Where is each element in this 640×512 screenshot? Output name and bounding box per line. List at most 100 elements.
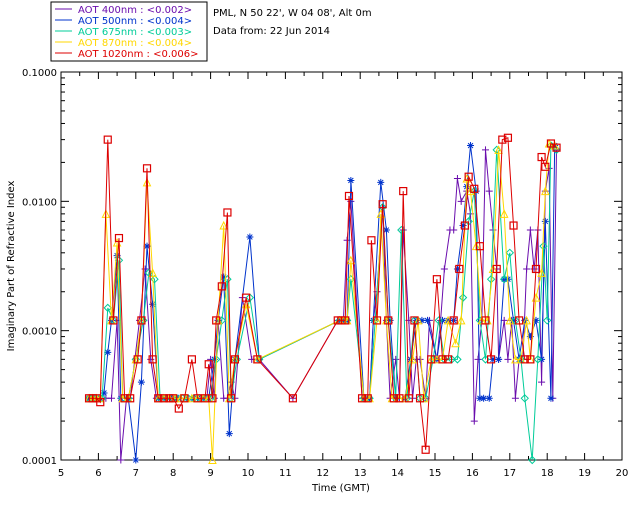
data-point <box>341 316 350 325</box>
data-point <box>538 378 546 386</box>
data-point <box>443 355 453 364</box>
data-point <box>466 186 475 196</box>
data-point <box>499 209 509 218</box>
data-point <box>481 316 490 325</box>
x-tick-label: 16 <box>466 468 479 479</box>
data-point <box>174 404 183 413</box>
legend-box <box>50 1 208 62</box>
data-point <box>505 248 515 258</box>
data-point <box>434 316 443 325</box>
x-tick-label: 7 <box>133 468 139 479</box>
data-point <box>546 139 556 148</box>
data-point <box>451 338 460 348</box>
data-point <box>510 316 518 324</box>
data-point <box>416 355 424 363</box>
y-axis-label: Imaginary Part of Refractive Index <box>6 181 17 352</box>
data-point <box>440 265 448 273</box>
x-tick-label: 8 <box>170 468 176 479</box>
data-point <box>458 293 468 302</box>
data-point <box>460 221 470 230</box>
x-tick-label: 9 <box>207 468 213 479</box>
y-tick-label: 0.0010 <box>22 327 57 338</box>
x-tick-label: 6 <box>95 468 101 479</box>
data-point <box>346 255 356 265</box>
data-point <box>96 398 105 407</box>
data-point <box>547 394 555 402</box>
data-point <box>453 175 461 183</box>
data-point <box>515 316 524 325</box>
series-3 <box>84 138 559 464</box>
data-point <box>531 264 541 274</box>
data-point <box>208 455 217 464</box>
data-point <box>498 135 507 144</box>
x-tick-label: 12 <box>316 468 329 479</box>
legend: AOT 400nm : <0.002>AOT 500nm : <0.004>AO… <box>55 5 198 60</box>
data-point <box>117 456 125 464</box>
legend-entry: AOT 400nm : <0.002> <box>78 5 192 16</box>
data-point <box>100 389 108 397</box>
x-axis-label: Time (GMT) <box>311 483 370 494</box>
data-point <box>520 355 529 364</box>
data-point <box>104 348 112 356</box>
data-point <box>377 178 385 186</box>
data-point <box>132 456 140 464</box>
x-tick-label: 19 <box>578 468 591 479</box>
data-point <box>511 394 519 402</box>
data-point <box>537 152 546 162</box>
data-point <box>187 355 196 364</box>
y-tick-label: 0.1000 <box>22 68 57 79</box>
data-point <box>459 222 467 230</box>
data-point <box>143 242 151 250</box>
data-point <box>526 355 535 364</box>
data-point <box>505 315 515 325</box>
data-point <box>424 316 432 324</box>
data-point <box>114 256 124 265</box>
data-point <box>142 164 152 173</box>
legend-entry: AOT 1020nm : <0.006> <box>78 49 198 60</box>
data-point <box>141 265 149 273</box>
y-tick-label: 0.0001 <box>22 456 57 467</box>
x-axis: 5 6 7 8 9 10 11 12 13 14 15 16 17 18 19 20 <box>58 72 629 479</box>
data-point <box>241 299 251 309</box>
data-point <box>495 355 503 363</box>
data-point <box>159 394 168 403</box>
data-point <box>418 316 426 324</box>
data-point <box>242 293 251 302</box>
y-axis: 0.0001 0.0010 0.0100 0.1000 <box>22 68 622 467</box>
data-point <box>526 333 534 341</box>
data-point <box>542 316 552 325</box>
data-point <box>432 275 441 284</box>
data-point <box>499 274 509 284</box>
data-point <box>137 378 145 386</box>
data-point <box>470 417 478 425</box>
data-point <box>449 316 458 325</box>
data-point <box>528 455 537 465</box>
legend-entry: AOT 870nm : <0.004> <box>78 38 192 49</box>
x-tick-label: 20 <box>616 468 629 479</box>
data-point <box>169 394 178 403</box>
data-point <box>223 208 232 217</box>
x-tick-label: 13 <box>354 468 367 479</box>
data-point <box>180 394 189 403</box>
data-point <box>347 176 355 184</box>
data-point <box>450 226 458 234</box>
data-point <box>227 394 236 403</box>
data-point <box>487 355 496 364</box>
data-point <box>485 187 493 195</box>
x-tick-label: 5 <box>58 468 64 479</box>
x-tick-label: 14 <box>391 468 404 479</box>
legend-entry: AOT 675nm : <0.003> <box>78 27 192 38</box>
series-4 <box>84 133 561 454</box>
series-layer <box>84 133 561 465</box>
data-point <box>219 220 228 230</box>
data-point <box>114 233 124 243</box>
x-tick-label: 18 <box>541 468 554 479</box>
data-point <box>126 394 135 403</box>
data-point <box>552 143 561 152</box>
data-point <box>467 142 475 150</box>
data-point <box>470 184 479 193</box>
data-point <box>397 225 406 235</box>
data-point <box>148 268 157 277</box>
data-point <box>208 394 217 403</box>
